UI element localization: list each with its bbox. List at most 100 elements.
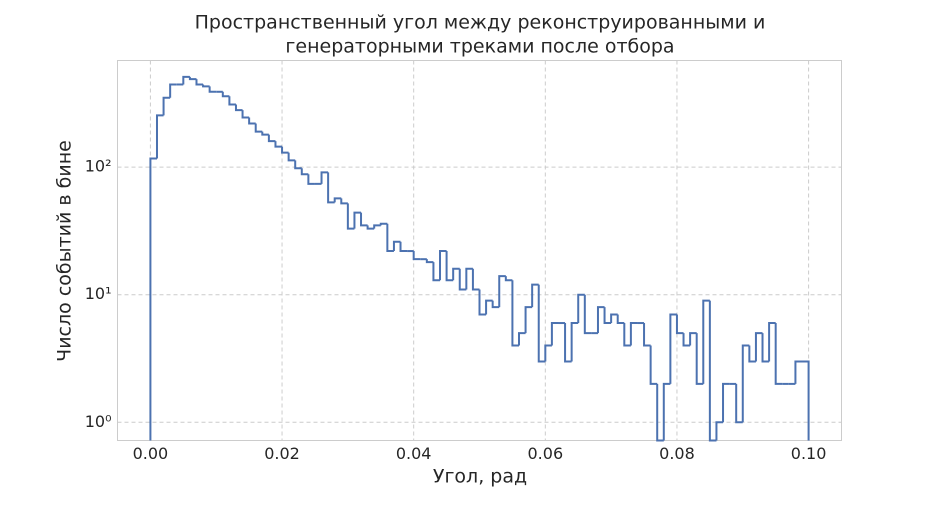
y-tick-label: 10² (85, 157, 112, 176)
histogram-step (564, 323, 572, 363)
histogram-step (149, 157, 157, 441)
histogram-step (689, 332, 697, 346)
histogram-step (722, 382, 730, 423)
histogram-step (373, 224, 381, 229)
histogram-step (392, 240, 401, 252)
y-tick-label: 10¹ (85, 284, 112, 303)
x-tick-label: 0.10 (791, 444, 827, 463)
histogram-step (629, 322, 638, 346)
histogram-step (748, 345, 756, 363)
histogram-step (188, 76, 197, 81)
histogram-step (182, 75, 190, 85)
histogram-step (485, 299, 493, 315)
histogram-step (537, 284, 546, 363)
histogram-step (412, 251, 421, 261)
histogram-step (452, 267, 460, 281)
histogram-step (761, 333, 770, 363)
histogram-step (504, 276, 513, 282)
histogram-step (570, 322, 579, 362)
histogram-step (603, 307, 612, 325)
histogram-step (307, 174, 315, 185)
histogram-step (596, 306, 605, 334)
histogram-step (432, 262, 441, 282)
chart-title: Пространственный угол между реконструиро… (195, 12, 766, 34)
histogram-step (327, 172, 335, 204)
histogram-step (471, 268, 480, 291)
histogram-step (274, 141, 283, 148)
histogram-step (386, 223, 394, 253)
histogram-step (754, 332, 763, 362)
histogram-step (577, 293, 585, 324)
histogram-step (741, 344, 750, 423)
histogram-step (524, 306, 533, 334)
histogram-step (669, 313, 677, 384)
histogram-step (768, 322, 776, 362)
y-tick-label: 10⁰ (85, 412, 112, 431)
histogram-step (702, 299, 710, 384)
histogram-step (241, 110, 250, 119)
histogram-step (550, 322, 559, 346)
histogram-step (511, 280, 519, 347)
histogram-step (353, 211, 362, 229)
histogram-step (491, 300, 500, 309)
plot-frame (117, 60, 842, 441)
histogram-step (478, 289, 487, 316)
histogram-step (340, 198, 348, 205)
histogram-step (544, 344, 552, 362)
histogram-step (379, 222, 388, 226)
histogram-step (221, 91, 230, 98)
histogram-step (162, 96, 171, 116)
histogram-step (202, 84, 210, 88)
x-tick-label: 0.08 (659, 444, 695, 463)
histogram-step (287, 152, 296, 162)
x-tick-label: 0.04 (396, 444, 432, 463)
histogram-step (248, 117, 256, 125)
histogram-step (616, 314, 625, 325)
histogram-step (195, 79, 204, 86)
histogram-step (656, 383, 664, 442)
histogram-step (458, 268, 467, 291)
histogram-step (425, 259, 434, 264)
x-axis-label: Угол, рад (433, 466, 527, 488)
histogram-step (531, 283, 539, 308)
histogram-step (300, 168, 309, 176)
histogram-step (649, 345, 658, 385)
histogram-step (583, 294, 592, 335)
y-axis-label: Число событий в бине (54, 140, 76, 362)
histogram-step (643, 323, 651, 347)
histogram-step (675, 314, 684, 335)
histogram-step (498, 275, 506, 308)
x-tick-label: 0.06 (528, 444, 564, 463)
histogram-step (208, 86, 217, 93)
histogram-step (294, 160, 302, 170)
histogram-step (439, 250, 447, 281)
histogram-step (366, 225, 375, 230)
histogram-step (169, 83, 177, 98)
histogram-step (445, 251, 454, 282)
histogram-step (735, 383, 743, 424)
histogram-step (517, 332, 526, 346)
histogram-step (228, 96, 236, 106)
histogram-step (465, 267, 473, 290)
histogram-step (662, 382, 671, 441)
histogram-step (802, 360, 810, 441)
histogram-step (774, 323, 783, 385)
histogram-step (320, 171, 329, 184)
histogram-step (708, 300, 717, 442)
histogram-step (695, 333, 704, 385)
histogram-step (399, 241, 408, 253)
histogram-step (794, 360, 803, 384)
histogram-step (155, 114, 164, 159)
chart-title: генераторными треками после отбора (285, 36, 674, 58)
histogram-step (254, 123, 263, 133)
histogram-step (610, 313, 618, 324)
x-tick-label: 0.02 (264, 444, 300, 463)
histogram-step (261, 131, 269, 136)
x-tick-label: 0.00 (133, 444, 169, 463)
histogram-step (333, 197, 342, 203)
histogram-step (715, 421, 724, 441)
histogram-step (267, 134, 276, 143)
histogram-step (346, 203, 355, 230)
histogram-step (360, 212, 368, 227)
